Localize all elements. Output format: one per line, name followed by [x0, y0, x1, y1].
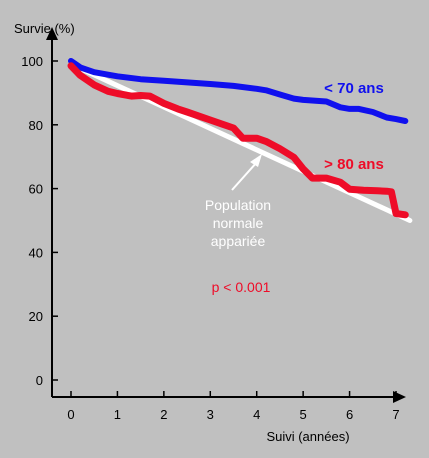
pointer-arrow-head: [250, 154, 262, 167]
x-tick-label: 6: [346, 407, 353, 422]
y-axis-label: Survie (%): [14, 21, 75, 36]
x-axis-label: Suivi (années): [266, 429, 349, 444]
x-tick-label: 1: [114, 407, 121, 422]
y-axis-arrow: [46, 27, 58, 40]
y-tick-label: 80: [29, 118, 43, 133]
y-ticks: 0 20 40 60 80 100: [21, 54, 58, 388]
p-value: p < 0.001: [212, 279, 271, 295]
series-over-80-line: [67, 62, 409, 219]
label-over-80: > 80 ans: [324, 156, 384, 173]
x-tick-label: 3: [207, 407, 214, 422]
x-tick-label: 5: [300, 407, 307, 422]
pointer-arrow-shaft: [231, 161, 258, 191]
y-tick-label: 100: [21, 54, 43, 69]
label-normal-population-line1: Population: [205, 197, 271, 213]
y-tick-label: 40: [29, 245, 43, 260]
y-tick-label: 60: [29, 182, 43, 197]
y-tick-label: 0: [36, 373, 43, 388]
x-tick-label: 7: [392, 407, 399, 422]
x-ticks: 0 1 2 3 4 5 6 7: [67, 391, 400, 422]
series-lines: [67, 58, 413, 223]
axes: 0 20 40 60 80 100 0 1 2 3 4 5 6 7: [21, 27, 406, 422]
x-axis-arrow: [393, 391, 406, 403]
y-tick-label: 20: [29, 309, 43, 324]
series-under-70-line: [68, 58, 409, 124]
series-normal-population-line: [68, 61, 413, 223]
label-normal-population-line3: appariée: [211, 233, 266, 249]
x-tick-label: 4: [253, 407, 260, 422]
label-under-70: < 70 ans: [324, 80, 384, 97]
x-tick-label: 0: [67, 407, 74, 422]
label-normal-population-line2: normale: [213, 215, 264, 231]
x-tick-label: 2: [160, 407, 167, 422]
